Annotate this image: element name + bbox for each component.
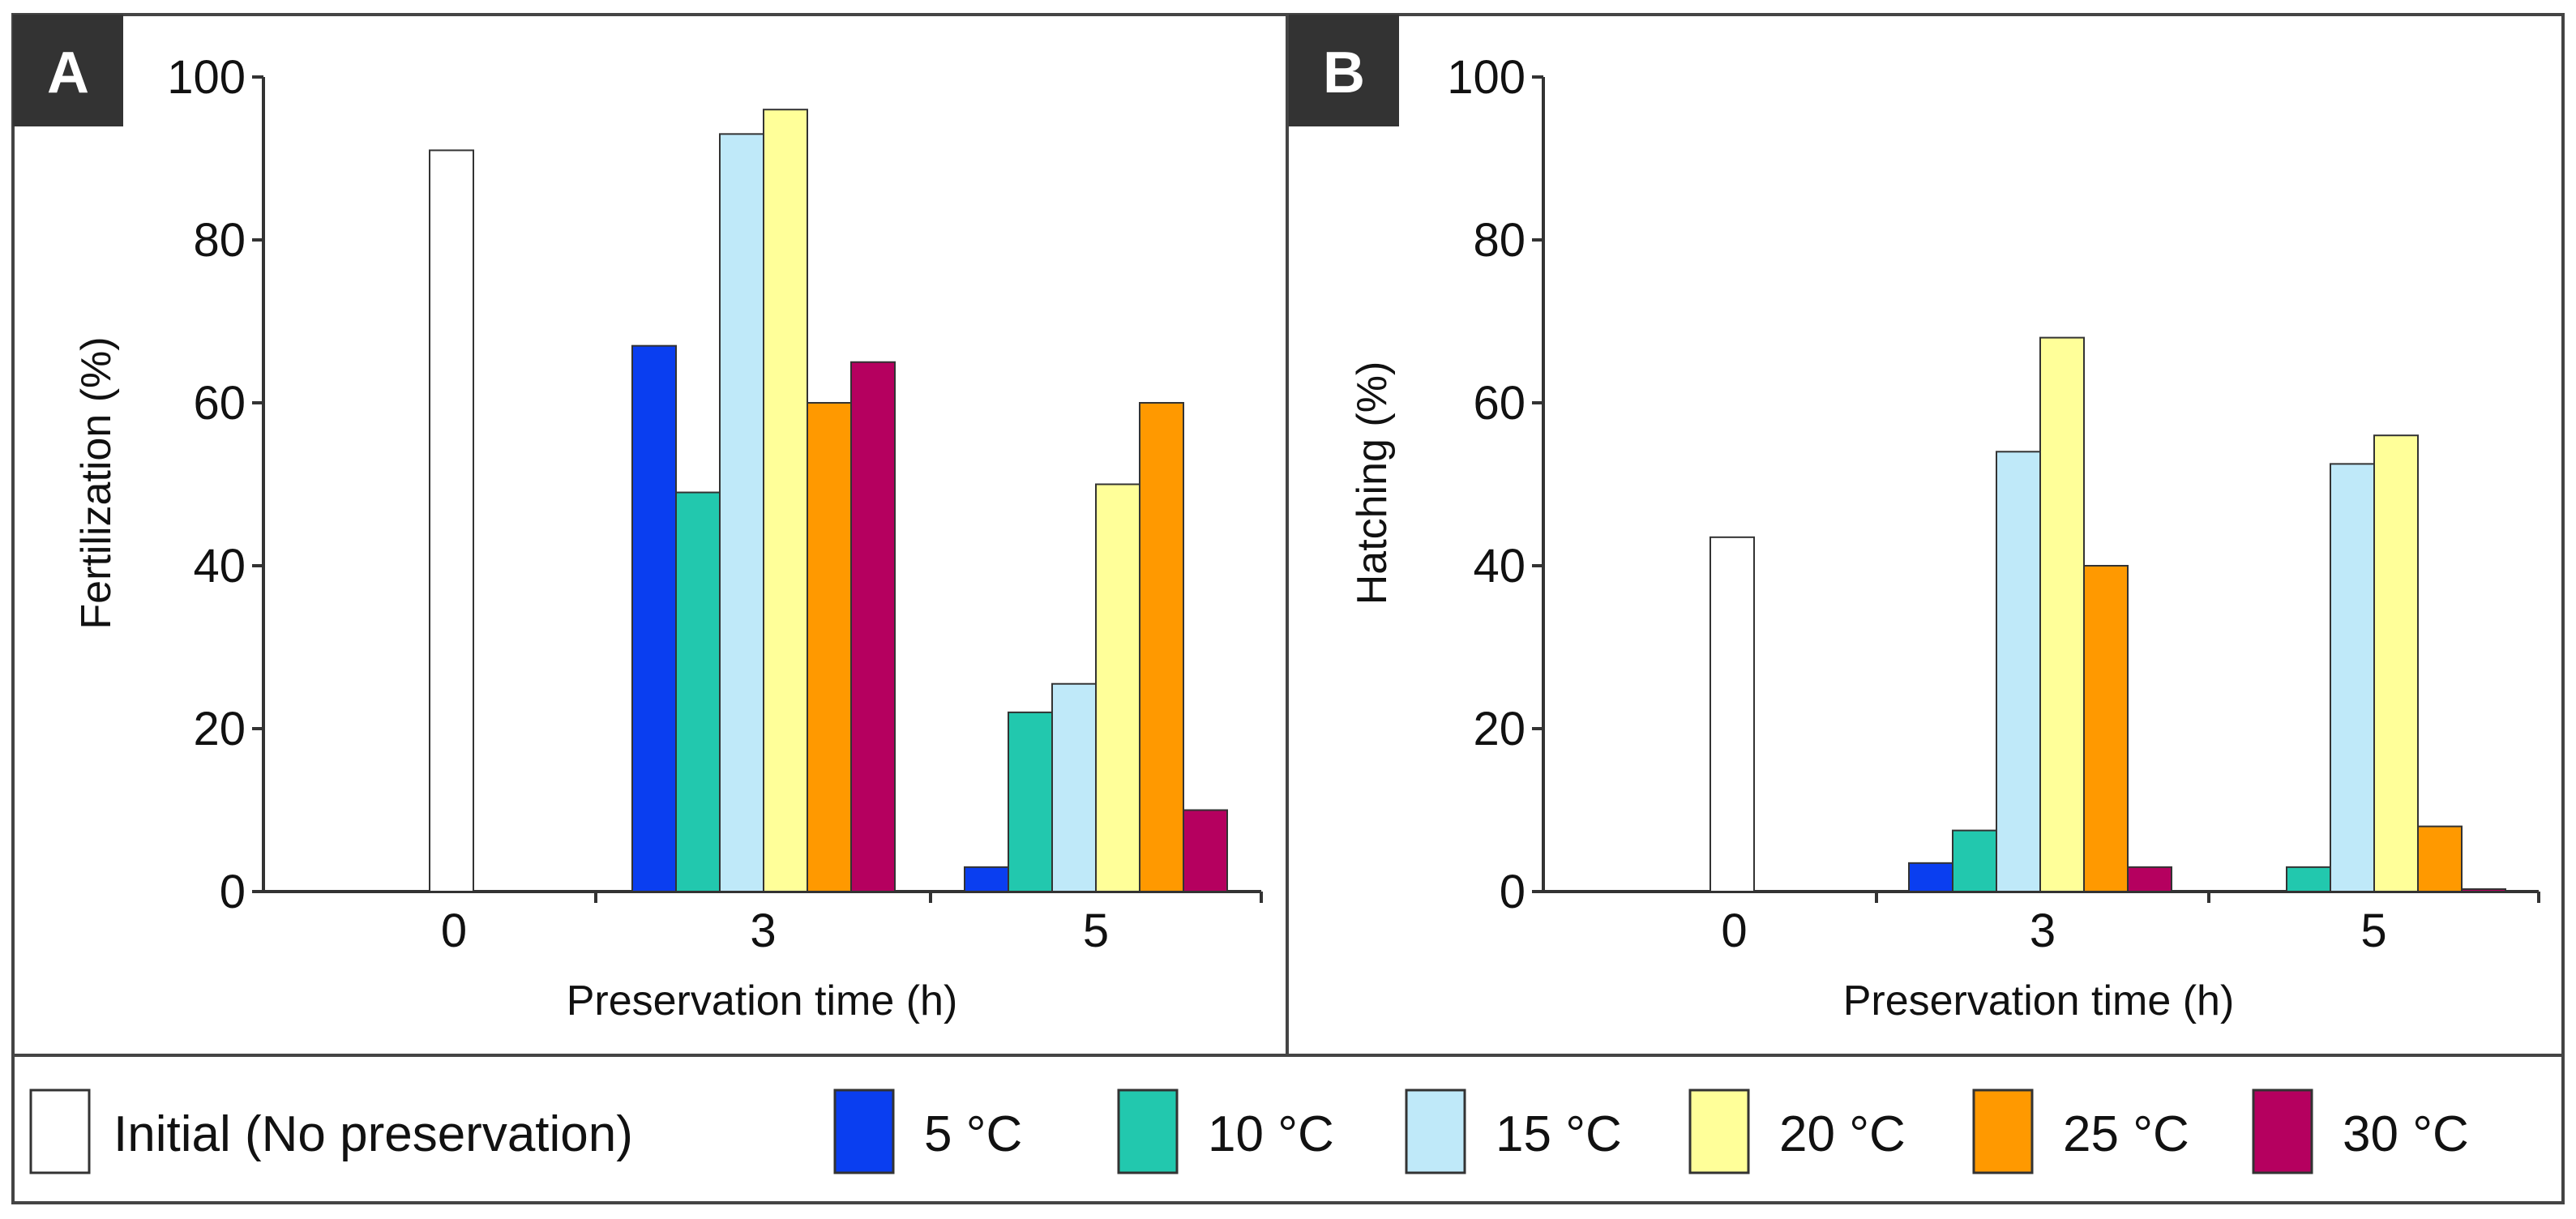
bar	[1709, 536, 1755, 892]
legend-label: Initial (No preservation)	[113, 1106, 633, 1162]
legend-label: 20 °C	[1779, 1106, 1906, 1162]
panel-b-letter: B	[1323, 41, 1365, 105]
y-tick-label: 100	[167, 51, 246, 104]
bar	[2417, 825, 2463, 892]
panel-a-x-axis-title: Preservation time (h)	[567, 977, 958, 1024]
bar	[719, 133, 764, 893]
bar	[763, 109, 808, 892]
bar	[1095, 483, 1140, 892]
panel-a-y-axis-title: Fertilization (%)	[73, 336, 120, 629]
legend-swatch	[1688, 1089, 1750, 1174]
y-tick-label: 60	[1473, 377, 1525, 430]
panel-b-plot: 0 20 40 60 80 100 0 3 5	[1447, 51, 2540, 957]
legend-swatch	[1405, 1089, 1466, 1174]
legend-label: 25 °C	[2063, 1106, 2189, 1162]
bar	[1952, 829, 1997, 892]
panel-a-plot: 0 20 40 60 80 100 0 3 5	[167, 51, 1263, 957]
bar	[850, 361, 896, 892]
y-tick-label: 0	[220, 866, 246, 918]
bar	[2373, 434, 2419, 892]
y-tick-label: 0	[1500, 866, 1525, 918]
bar	[2461, 888, 2506, 892]
y-tick-label: 20	[1473, 703, 1525, 755]
legend-swatch	[1972, 1089, 2034, 1174]
legend-swatch	[29, 1089, 91, 1174]
x-tick-label: 0	[1721, 905, 1747, 957]
bar	[631, 344, 677, 892]
bar	[1908, 862, 1953, 892]
bar	[807, 402, 852, 892]
panel-a-letter: A	[47, 41, 89, 105]
legend-label: 10 °C	[1208, 1106, 1334, 1162]
bar	[1051, 682, 1097, 892]
legend-swatch	[1117, 1089, 1179, 1174]
panel-a-tag	[13, 15, 123, 126]
y-tick-label: 40	[193, 540, 246, 592]
y-tick-label: 80	[1473, 214, 1525, 267]
bar	[2286, 866, 2331, 892]
x-tick-label: 0	[441, 905, 467, 957]
bar	[1996, 451, 2041, 892]
x-tick-label: 5	[2360, 905, 2386, 957]
bar	[2083, 565, 2129, 892]
bar	[2330, 463, 2375, 892]
y-tick-label: 80	[193, 214, 246, 267]
x-tick-label: 5	[1083, 905, 1109, 957]
x-tick-label: 3	[2030, 905, 2056, 957]
legend-swatch	[833, 1089, 895, 1174]
y-tick-label: 60	[193, 377, 246, 430]
bar	[1183, 809, 1228, 892]
bar	[1139, 402, 1184, 892]
x-tick-label: 3	[750, 905, 776, 957]
legend-swatch	[2252, 1089, 2313, 1174]
bar	[429, 149, 474, 892]
legend: Initial (No preservation) 5 °C 10 °C 15 °C 2…	[29, 1089, 2469, 1174]
legend-label: 30 °C	[2343, 1106, 2469, 1162]
bar	[675, 491, 721, 892]
legend-label: 5 °C	[924, 1106, 1022, 1162]
legend-label: 15 °C	[1496, 1106, 1622, 1162]
panel-b-tag	[1289, 15, 1399, 126]
bar	[2039, 336, 2085, 893]
panel-b-y-axis-title: Hatching (%)	[1349, 361, 1396, 605]
bar	[2127, 866, 2172, 892]
y-tick-label: 40	[1473, 540, 1525, 592]
bar	[964, 866, 1009, 892]
panel-b-x-axis-title: Preservation time (h)	[1843, 977, 2235, 1024]
bar	[1008, 711, 1053, 893]
y-tick-label: 100	[1447, 51, 1525, 104]
y-tick-label: 20	[193, 703, 246, 755]
